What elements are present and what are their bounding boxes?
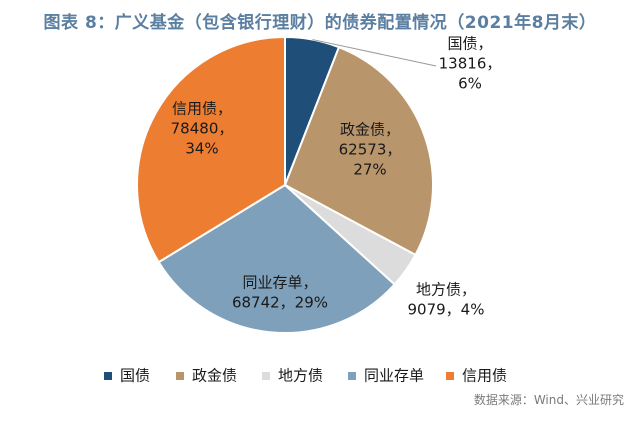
legend-label-zhengjinzhai: 政金债 bbox=[192, 367, 237, 385]
data-label-zhengjinzhai-line-2: 27% bbox=[353, 161, 386, 179]
data-label-guozhai-line-1: 13816， bbox=[439, 55, 502, 73]
legend-label-difangzhai: 地方债 bbox=[278, 367, 323, 385]
legend-swatch-guozhai bbox=[104, 372, 112, 380]
legend-swatch-xinyongzhai bbox=[446, 372, 454, 380]
legend-label-xinyongzhai: 信用债 bbox=[462, 367, 507, 385]
source-note: 数据来源：Wind、兴业研究 bbox=[473, 393, 624, 407]
data-label-difangzhai-line-1: 9079，4% bbox=[408, 301, 485, 319]
legend-item-tongyecundan: 同业存单 bbox=[348, 367, 424, 385]
legend-item-difangzhai: 地方债 bbox=[262, 367, 323, 385]
data-label-xinyongzhai-line-2: 34% bbox=[185, 140, 218, 158]
legend-item-guozhai: 国债 bbox=[104, 367, 150, 385]
data-label-difangzhai: 地方债， 9079，4% bbox=[408, 281, 485, 319]
legend-item-xinyongzhai: 信用债 bbox=[446, 367, 507, 385]
legend-swatch-tongyecundan bbox=[348, 372, 356, 380]
data-label-tongyecundan-line-1: 68742，29% bbox=[232, 294, 328, 312]
leader-line-guozhai bbox=[312, 39, 437, 67]
legend-label-tongyecundan: 同业存单 bbox=[364, 367, 424, 385]
legend-swatch-zhengjinzhai bbox=[176, 372, 184, 380]
legend-item-zhengjinzhai: 政金债 bbox=[176, 367, 237, 385]
chart-title: 图表 8：广义基金（包含银行理财）的债券配置情况（2021年8月末） bbox=[43, 13, 597, 33]
pie-slice-zhengjinzhai bbox=[283, 45, 434, 257]
data-label-tongyecundan: 同业存单， 68742，29% bbox=[232, 274, 328, 312]
data-label-xinyongzhai-line-0: 信用债， bbox=[172, 100, 232, 118]
data-label-guozhai-line-2: 6% bbox=[458, 75, 482, 93]
legend-label-guozhai: 国债 bbox=[120, 367, 150, 385]
pie-slice-tongyecundan bbox=[157, 183, 397, 334]
data-label-tongyecundan-line-0: 同业存单， bbox=[242, 274, 317, 292]
data-label-difangzhai-line-0: 地方债， bbox=[416, 281, 476, 299]
pie-slice-xinyongzhai bbox=[136, 35, 286, 264]
data-label-guozhai: 国债， 13816， 6% bbox=[439, 35, 502, 93]
data-label-xinyongzhai: 信用债， 78480， 34% bbox=[171, 100, 234, 158]
data-label-guozhai-line-0: 国债， bbox=[447, 35, 492, 53]
data-label-zhengjinzhai-line-0: 政金债， bbox=[340, 121, 400, 139]
data-label-xinyongzhai-line-1: 78480， bbox=[171, 120, 234, 138]
data-label-zhengjinzhai: 政金债， 62573， 27% bbox=[339, 121, 402, 179]
legend-swatch-difangzhai bbox=[262, 372, 270, 380]
data-label-zhengjinzhai-line-1: 62573， bbox=[339, 141, 402, 159]
